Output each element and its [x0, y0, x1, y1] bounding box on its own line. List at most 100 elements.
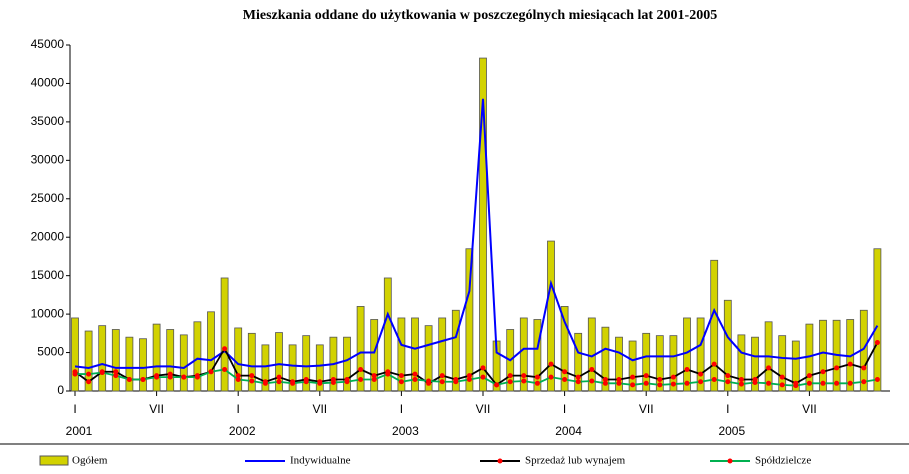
marker — [602, 380, 608, 386]
marker — [820, 369, 826, 375]
marker — [521, 378, 527, 384]
bar — [533, 319, 542, 392]
marker — [222, 346, 228, 352]
marker — [834, 380, 840, 386]
bar — [370, 319, 379, 392]
bar — [152, 323, 161, 392]
marker — [670, 381, 676, 387]
marker — [630, 374, 636, 380]
year-label: 2004 — [555, 424, 582, 438]
bar — [601, 326, 610, 392]
marker — [398, 379, 404, 385]
marker — [698, 379, 704, 385]
bar — [615, 336, 623, 392]
y-tick-label: 0 — [57, 383, 64, 397]
legend-label: Indywidualne — [290, 455, 351, 467]
chart-title: Mieszkania oddane do użytkowania w poszc… — [243, 8, 717, 23]
bar — [683, 317, 691, 392]
marker — [167, 374, 173, 380]
bar — [669, 335, 678, 392]
marker — [426, 378, 432, 384]
bar — [451, 309, 460, 392]
bar — [139, 338, 147, 392]
marker — [820, 380, 826, 386]
marker — [72, 371, 78, 377]
bar — [819, 319, 827, 392]
marker — [276, 379, 282, 385]
marker — [738, 376, 744, 382]
marker — [793, 383, 799, 389]
year-label: 2005 — [718, 424, 745, 438]
marker — [222, 366, 228, 372]
marker — [235, 376, 241, 382]
marker — [154, 374, 160, 380]
bar — [547, 240, 555, 392]
marker — [358, 366, 364, 372]
bar — [111, 329, 120, 392]
bar — [778, 335, 787, 392]
bar — [655, 335, 664, 392]
marker — [534, 374, 540, 380]
x-tick-label: VII — [639, 402, 654, 416]
marker — [861, 365, 867, 371]
bar — [98, 325, 107, 392]
bar — [247, 332, 256, 392]
marker — [562, 369, 568, 375]
marker — [874, 376, 880, 382]
marker — [766, 365, 772, 371]
marker — [806, 380, 812, 386]
line — [74, 98, 879, 369]
bar — [397, 317, 406, 392]
marker — [752, 380, 758, 386]
y-tick-label: 35000 — [31, 114, 65, 128]
year-label: 2002 — [229, 424, 256, 438]
year-label: 2001 — [66, 424, 93, 438]
bar — [628, 340, 637, 392]
x-tick-label: I — [73, 402, 76, 416]
bar — [424, 325, 433, 392]
marker — [181, 374, 187, 380]
marker — [616, 380, 622, 386]
marker — [779, 374, 785, 380]
marker — [344, 379, 350, 385]
x-tick-label: I — [237, 402, 240, 416]
y-tick-label: 5000 — [37, 345, 64, 359]
legend-label: Ogółem — [72, 455, 108, 467]
marker — [562, 376, 568, 382]
marker — [643, 380, 649, 386]
x-tick-label: I — [563, 402, 566, 416]
marker — [140, 376, 146, 382]
bar — [791, 340, 800, 392]
bar — [479, 57, 487, 392]
marker — [657, 382, 663, 388]
marker — [439, 379, 445, 385]
bar — [302, 335, 311, 392]
marker — [670, 374, 676, 380]
bar — [125, 336, 134, 392]
bar — [751, 336, 759, 392]
marker — [630, 382, 636, 388]
marker — [507, 373, 513, 379]
bar — [275, 332, 283, 392]
bar — [560, 306, 569, 392]
y-tick-label: 10000 — [31, 306, 65, 320]
bar — [261, 344, 270, 392]
x-tick-label: VII — [149, 402, 164, 416]
bar — [84, 330, 93, 392]
marker — [711, 361, 717, 367]
marker — [371, 373, 377, 379]
bar — [383, 277, 392, 392]
marker — [725, 373, 731, 379]
marker — [113, 369, 119, 375]
y-tick-label: 45000 — [31, 37, 65, 51]
marker — [276, 374, 282, 380]
marker — [208, 369, 214, 375]
marker — [494, 382, 500, 388]
marker — [194, 374, 200, 380]
bar — [873, 248, 882, 392]
marker — [385, 371, 391, 377]
marker — [507, 379, 513, 385]
marker — [358, 376, 364, 382]
marker — [779, 382, 785, 388]
bar — [723, 299, 732, 392]
